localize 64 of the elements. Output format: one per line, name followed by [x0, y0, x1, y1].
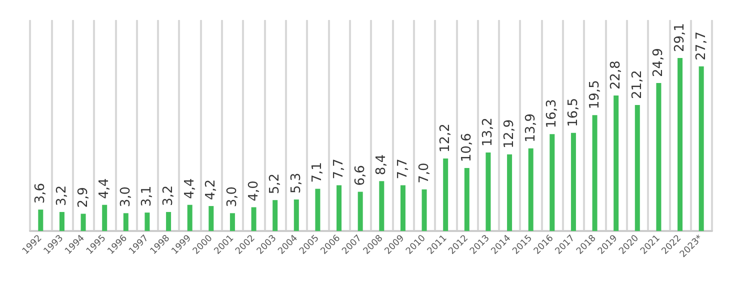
bar — [400, 185, 406, 231]
data-label: 4,4 — [182, 178, 198, 199]
data-label: 12,9 — [502, 119, 518, 148]
data-label: 7,7 — [395, 158, 410, 180]
data-label: 21,2 — [630, 70, 645, 99]
data-label: 16,3 — [544, 99, 560, 128]
data-label: 3,2 — [54, 185, 70, 206]
data-label: 7,7 — [332, 158, 347, 180]
bar — [678, 58, 683, 231]
data-label: 3,1 — [140, 186, 155, 207]
data-label: 27,7 — [694, 31, 709, 60]
data-label: 12,2 — [438, 124, 454, 152]
bar — [208, 206, 214, 231]
bar — [251, 207, 256, 231]
data-label: 5,3 — [288, 172, 304, 194]
bar — [528, 148, 534, 231]
bar — [272, 200, 278, 231]
bar — [614, 95, 619, 231]
data-label: 2,9 — [76, 187, 91, 208]
bar — [59, 212, 64, 231]
bar — [187, 204, 192, 231]
bar — [422, 189, 427, 231]
bar — [443, 158, 448, 231]
data-label: 10,6 — [459, 133, 474, 162]
bar — [379, 181, 384, 231]
data-label: 24,9 — [651, 48, 666, 78]
bar — [570, 132, 576, 231]
bar — [634, 105, 640, 231]
data-label: 16,5 — [566, 98, 581, 127]
data-label: 3,0 — [224, 186, 240, 208]
data-label: 4,0 — [246, 180, 262, 202]
data-label: 6,6 — [352, 165, 368, 186]
bar — [656, 83, 662, 231]
bar — [507, 154, 512, 231]
bar — [486, 152, 491, 231]
bar — [358, 192, 363, 231]
data-label: 8,4 — [374, 154, 390, 176]
bar — [294, 200, 299, 231]
bar — [123, 213, 128, 231]
data-label: 4,4 — [97, 178, 112, 199]
data-label: 7,1 — [310, 162, 326, 183]
bar — [550, 134, 555, 231]
data-label: 3,2 — [161, 185, 176, 206]
bar — [144, 212, 150, 231]
data-label: 13,2 — [480, 118, 496, 147]
bar — [80, 214, 86, 231]
bar — [166, 212, 172, 231]
data-label: 4,2 — [204, 179, 219, 200]
bar — [336, 185, 342, 231]
data-label: 22,8 — [608, 60, 624, 90]
data-label: 29,1 — [672, 23, 688, 52]
data-label: 3,6 — [33, 182, 48, 204]
bar — [464, 168, 470, 231]
data-label: 5,2 — [268, 173, 283, 194]
data-label: 19,5 — [587, 80, 602, 110]
data-label: 3,0 — [118, 186, 134, 208]
bar — [698, 66, 704, 231]
bar — [592, 115, 598, 231]
bar — [230, 213, 235, 231]
bar — [38, 210, 44, 231]
bar — [102, 204, 108, 231]
bar — [315, 188, 320, 231]
data-label: 13,9 — [523, 113, 538, 142]
data-label: 7,0 — [416, 162, 432, 184]
